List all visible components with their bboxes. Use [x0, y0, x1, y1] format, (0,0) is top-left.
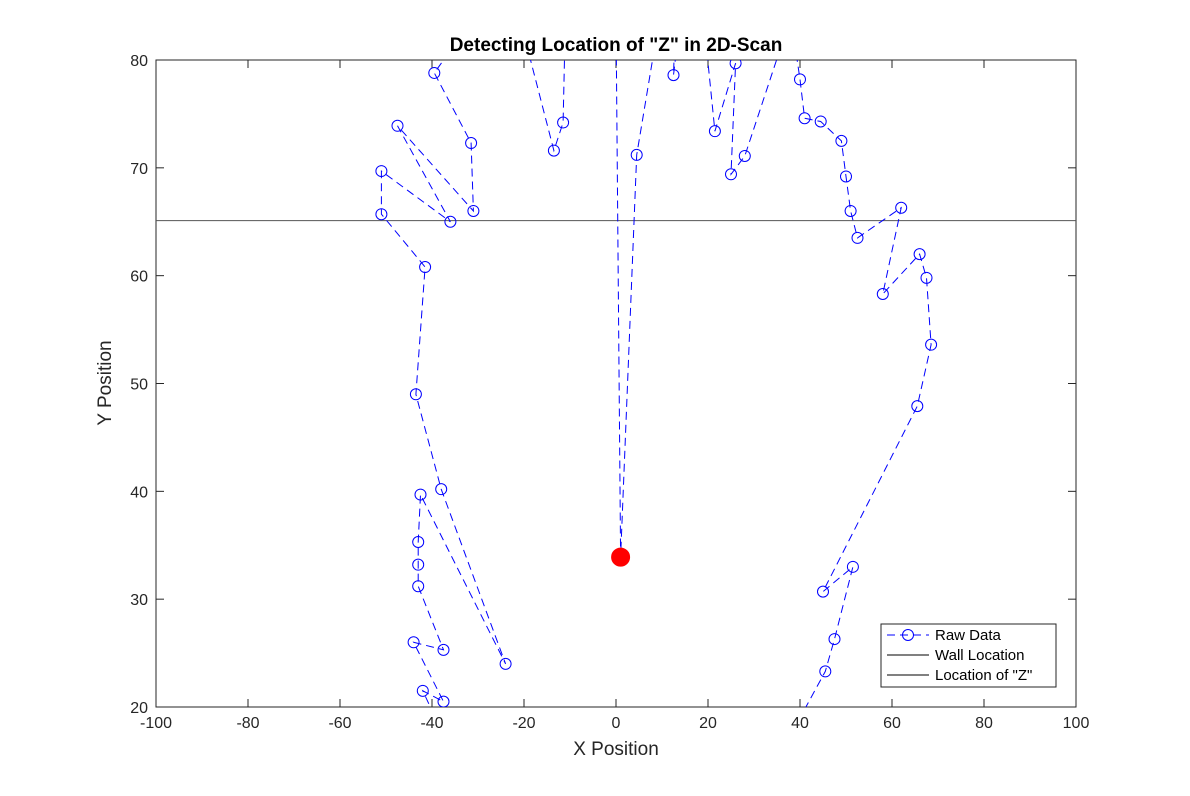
raw-data-point — [437, 643, 450, 656]
raw-data-point — [876, 287, 889, 300]
raw-data-point — [499, 657, 512, 670]
raw-data-point — [828, 633, 841, 646]
raw-data-point — [675, 11, 686, 22]
x-tick-label: 80 — [975, 715, 993, 732]
raw-data-point — [375, 208, 388, 221]
raw-data-point — [725, 168, 737, 181]
raw-data-point — [911, 400, 924, 413]
raw-data-point — [667, 69, 680, 82]
y-tick-label: 30 — [130, 592, 148, 609]
raw-data-point — [913, 248, 926, 261]
raw-data-point — [437, 695, 450, 707]
raw-data-point — [409, 388, 422, 401]
raw-data-point — [477, 1, 488, 12]
y-tick-label: 80 — [130, 53, 148, 70]
raw-data-point — [416, 684, 429, 697]
raw-data-point — [817, 585, 829, 598]
raw-data-point — [729, 60, 742, 70]
raw-data-point — [412, 536, 425, 549]
raw-data-point — [708, 125, 721, 138]
axes — [155, 59, 1077, 708]
legend-raw-data-marker — [902, 629, 914, 641]
x-tick-label: -100 — [140, 715, 172, 732]
raw-data-point — [840, 170, 852, 183]
raw-data-line — [380, 60, 932, 707]
raw-data-point — [814, 115, 827, 128]
raw-data-point — [670, 1, 681, 12]
plot-frame — [155, 59, 1077, 708]
raw-data-point — [851, 231, 864, 244]
raw-data-point — [407, 636, 420, 649]
raw-data-point — [654, 11, 665, 22]
raw-data-point — [428, 66, 441, 79]
raw-data-point — [630, 148, 643, 161]
raw-data-point — [819, 665, 832, 678]
y-tick-label: 50 — [130, 377, 148, 394]
chart-title: Detecting Location of "Z" in 2D-Scan — [450, 35, 783, 56]
raw-data-point — [419, 261, 432, 274]
raw-data-point — [895, 201, 908, 214]
raw-data-point — [412, 580, 425, 593]
x-tick-label: 40 — [791, 715, 809, 732]
raw-data-point — [391, 119, 404, 132]
x-tick-label: 60 — [883, 715, 901, 732]
x-tick-label: 100 — [1063, 715, 1090, 732]
raw-data-point — [557, 116, 570, 129]
raw-data-point — [444, 215, 457, 228]
raw-data-point — [925, 338, 938, 351]
x-tick-label: -40 — [420, 715, 443, 732]
raw-data-point — [785, 11, 796, 22]
legend-label-raw-data: Raw Data — [935, 627, 1002, 644]
x-tick-label: 0 — [612, 715, 621, 732]
raw-data-point — [846, 560, 859, 573]
x-tick-label: 20 — [699, 715, 717, 732]
x-axis-label: X Position — [573, 739, 659, 760]
raw-data-point — [414, 488, 427, 501]
location-z-marker — [611, 547, 631, 567]
raw-data-point — [844, 204, 857, 217]
raw-data-point — [560, 11, 571, 22]
legend-label-wall-location: Wall Location — [935, 647, 1025, 664]
x-tick-label: -80 — [236, 715, 259, 732]
raw-data-point — [412, 558, 425, 571]
raw-data-point — [435, 483, 448, 496]
raw-data-point — [467, 204, 480, 217]
y-ticks: 20 30 40 50 60 70 80 — [130, 53, 1076, 717]
raw-data-point — [465, 137, 478, 150]
raw-data-point — [698, 11, 709, 22]
y-tick-label: 40 — [130, 484, 148, 501]
raw-data-point — [611, 11, 622, 22]
y-tick-label: 60 — [130, 269, 148, 286]
raw-data-point — [798, 112, 811, 125]
raw-data-point — [547, 144, 560, 157]
legend-label-location-z: Location of "Z" — [935, 667, 1032, 684]
y-axis-label: Y Position — [95, 340, 116, 425]
x-ticks: -100 -80 -60 -40 -20 0 20 40 60 80 100 — [140, 60, 1089, 732]
raw-data-point — [794, 73, 806, 86]
raw-data-point — [375, 165, 388, 178]
raw-data-point — [738, 149, 751, 162]
y-tick-label: 70 — [130, 161, 148, 178]
y-tick-label: 20 — [130, 700, 148, 717]
legend: Raw Data Wall Location Location of "Z" — [880, 623, 1057, 688]
plot-area — [156, 1, 1076, 707]
raw-data-point — [514, 11, 525, 22]
x-tick-label: -60 — [328, 715, 351, 732]
x-tick-label: -20 — [512, 715, 535, 732]
raw-data-point — [835, 134, 848, 147]
raw-data-point — [920, 271, 933, 284]
